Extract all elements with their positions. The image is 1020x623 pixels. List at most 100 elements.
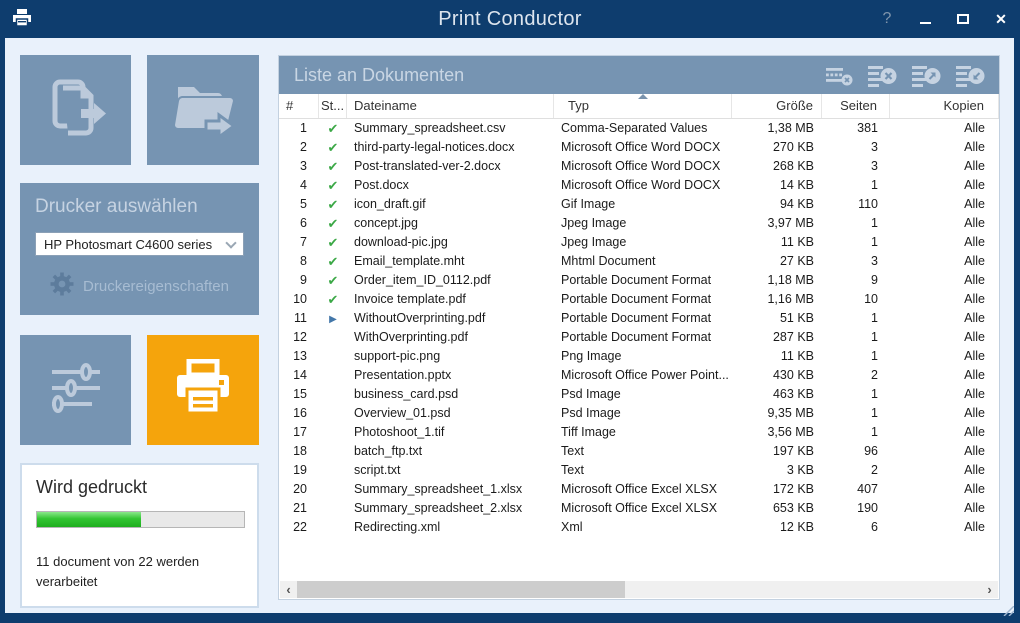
row-status <box>319 499 347 518</box>
chevron-down-icon <box>227 240 235 248</box>
row-status <box>319 442 347 461</box>
row-copies: Alle <box>964 121 985 135</box>
add-folder-button[interactable] <box>147 55 259 165</box>
table-row[interactable]: 12 WithOverprinting.pdf Portable Document … <box>279 328 999 347</box>
minimize-button[interactable] <box>918 9 932 29</box>
table-row[interactable]: 15 business_card.psd Psd Image 463 KB 1 Alle <box>279 385 999 404</box>
column-header-size[interactable]: Größe <box>732 94 822 118</box>
row-number: 8 <box>300 254 307 268</box>
column-header-type[interactable]: Typ <box>554 94 732 118</box>
row-pages: 190 <box>857 501 878 515</box>
table-row[interactable]: 5 ✔ icon_draft.gif Gif Image 94 KB 110 Alle <box>279 195 999 214</box>
row-status: ✔ <box>319 271 347 290</box>
row-type: Portable Document Format <box>561 292 712 306</box>
print-button[interactable] <box>147 335 259 445</box>
maximize-icon <box>957 14 969 24</box>
row-filename: WithOverprinting.pdf <box>354 330 468 344</box>
column-header-filename[interactable]: Dateiname <box>347 94 554 118</box>
row-filename: script.txt <box>354 463 401 477</box>
row-copies: Alle <box>964 387 985 401</box>
row-filename: icon_draft.gif <box>354 197 426 211</box>
row-number: 14 <box>293 368 307 382</box>
check-icon: ✔ <box>327 235 339 250</box>
column-header-num[interactable]: # <box>279 94 319 118</box>
settings-button[interactable] <box>20 335 131 445</box>
row-number: 3 <box>300 159 307 173</box>
close-button[interactable]: ✕ <box>995 10 1007 27</box>
table-row[interactable]: 22 Redirecting.xml Xml 12 KB 6 Alle <box>279 518 999 537</box>
scroll-right-button[interactable]: › <box>987 582 992 597</box>
add-documents-button[interactable] <box>20 55 131 165</box>
scroll-left-button[interactable]: ‹ <box>286 582 291 597</box>
row-filename: business_card.psd <box>354 387 459 401</box>
check-icon: ✔ <box>327 216 339 231</box>
row-pages: 110 <box>858 197 878 211</box>
column-header-copies[interactable]: Kopien <box>890 94 999 118</box>
printer-properties-button[interactable]: Druckereigenschaften <box>35 272 244 301</box>
row-pages: 407 <box>857 482 878 496</box>
table-row[interactable]: 19 script.txt Text 3 KB 2 Alle <box>279 461 999 480</box>
table-row[interactable]: 8 ✔ Email_template.mht Mhtml Document 27 KB 3… <box>279 252 999 271</box>
table-row[interactable]: 3 ✔ Post-translated-ver-2.docx Microsoft Of… <box>279 157 999 176</box>
resize-grip-icon[interactable] <box>1003 603 1015 621</box>
row-copies: Alle <box>964 292 985 306</box>
row-status: ✔ <box>319 252 347 271</box>
row-filename: download-pic.jpg <box>354 235 448 249</box>
sliders-icon <box>44 359 108 422</box>
table-row[interactable]: 11 ▶ WithoutOverprinting.pdf Portable Docum… <box>279 309 999 328</box>
table-row[interactable]: 17 Photoshoot_1.tif Tiff Image 3,56 MB 1 Alle <box>279 423 999 442</box>
row-pages: 1 <box>871 330 878 344</box>
check-icon: ✔ <box>327 292 339 307</box>
table-row[interactable]: 18 batch_ftp.txt Text 197 KB 96 Alle <box>279 442 999 461</box>
row-filename: Order_item_ID_0112.pdf <box>354 273 491 287</box>
table-row[interactable]: 14 Presentation.pptx Microsoft Office Powe… <box>279 366 999 385</box>
row-type: Text <box>561 463 584 477</box>
table-row[interactable]: 1 ✔ Summary_spreadsheet.csv Comma-Separated… <box>279 119 999 138</box>
row-size: 1,16 MB <box>767 292 814 306</box>
column-header-pages[interactable]: Seiten <box>822 94 890 118</box>
printer-select[interactable]: HP Photosmart C4600 series <box>35 232 244 256</box>
maximize-button[interactable] <box>956 9 970 29</box>
row-size: 11 KB <box>780 235 814 249</box>
row-filename: Photoshoot_1.tif <box>354 425 445 439</box>
clear-list-button[interactable] <box>868 64 897 87</box>
row-size: 653 KB <box>772 501 814 515</box>
row-pages: 1 <box>871 349 878 363</box>
table-row[interactable]: 21 Summary_spreadsheet_2.xlsx Microsoft Of… <box>279 499 999 518</box>
table-row[interactable]: 20 Summary_spreadsheet_1.xlsx Microsoft Of… <box>279 480 999 499</box>
row-size: 14 KB <box>779 178 814 192</box>
table-row[interactable]: 16 Overview_01.psd Psd Image 9,35 MB 1 Alle <box>279 404 999 423</box>
row-status: ▶ <box>319 309 347 328</box>
table-row[interactable]: 10 ✔ Invoice template.pdf Portable Document… <box>279 290 999 309</box>
help-button[interactable]: ? <box>882 10 892 27</box>
row-pages: 96 <box>864 444 878 458</box>
save-list-button[interactable] <box>912 64 941 87</box>
document-rows: 1 ✔ Summary_spreadsheet.csv Comma-Separated… <box>279 119 999 537</box>
row-size: 430 KB <box>772 368 814 382</box>
remove-selected-button[interactable] <box>826 64 853 86</box>
gear-icon <box>50 272 74 301</box>
scrollbar-track[interactable] <box>297 581 981 598</box>
table-row[interactable]: 6 ✔ concept.jpg Jpeg Image 3,97 MB 1 Alle <box>279 214 999 233</box>
row-type: Png Image <box>561 349 622 363</box>
row-size: 3,97 MB <box>767 216 814 230</box>
load-list-button[interactable] <box>956 64 985 87</box>
row-filename: Redirecting.xml <box>354 520 441 534</box>
table-row[interactable]: 9 ✔ Order_item_ID_0112.pdf Portable Documen… <box>279 271 999 290</box>
table-row[interactable]: 7 ✔ download-pic.jpg Jpeg Image 11 KB 1 Alle <box>279 233 999 252</box>
row-size: 1,18 MB <box>767 273 814 287</box>
row-copies: Alle <box>964 273 985 287</box>
horizontal-scrollbar[interactable]: ‹ › <box>280 581 998 598</box>
row-type: Portable Document Format <box>561 311 712 325</box>
table-row[interactable]: 13 support-pic.png Png Image 11 KB 1 Alle <box>279 347 999 366</box>
row-status: ✔ <box>319 176 347 195</box>
table-row[interactable]: 4 ✔ Post.docx Microsoft Office Word DOCX 14 … <box>279 176 999 195</box>
row-pages: 3 <box>871 140 878 154</box>
titlebar: Print Conductor ? ✕ <box>0 0 1020 38</box>
scrollbar-thumb[interactable] <box>297 581 625 598</box>
table-row[interactable]: 2 ✔ third-party-legal-notices.docx Microsof… <box>279 138 999 157</box>
list-toolbar <box>826 64 999 87</box>
row-number: 2 <box>300 140 307 154</box>
row-filename: Summary_spreadsheet.csv <box>354 121 506 135</box>
column-header-status[interactable]: St... <box>319 94 347 118</box>
